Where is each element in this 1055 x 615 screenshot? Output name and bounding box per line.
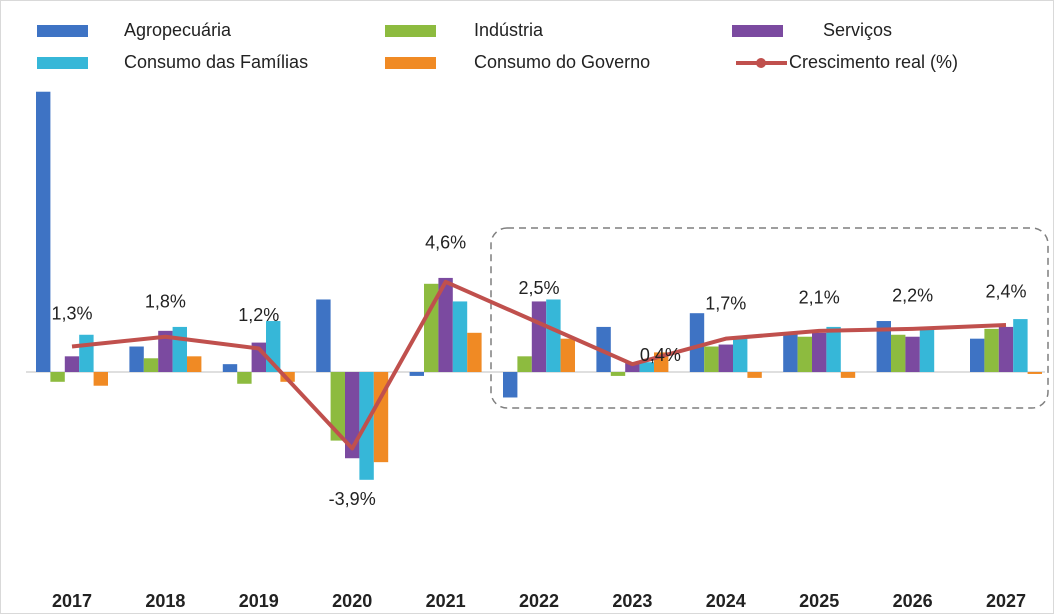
x-tick-label: 2024 — [706, 591, 746, 611]
bar — [812, 332, 827, 372]
bar — [560, 338, 575, 372]
x-tick-label: 2026 — [893, 591, 933, 611]
x-tick-label: 2017 — [52, 591, 92, 611]
bar — [79, 334, 94, 372]
bar — [783, 332, 798, 372]
bar — [919, 326, 935, 372]
bar — [704, 346, 719, 372]
bar — [345, 372, 360, 459]
x-tick-label: 2019 — [239, 591, 279, 611]
bar — [625, 362, 640, 372]
legend-label: Indústria — [474, 20, 544, 40]
bar — [797, 336, 812, 372]
bar — [998, 326, 1014, 372]
bar — [424, 283, 439, 372]
bar — [517, 356, 532, 372]
bar — [826, 326, 841, 372]
legend-label: Consumo das Famílias — [124, 52, 308, 72]
bar — [187, 356, 202, 372]
bar — [546, 299, 561, 372]
legend-swatch — [37, 57, 88, 69]
data-label: 2,5% — [518, 278, 559, 298]
bar — [409, 372, 424, 376]
legend-swatch — [756, 58, 766, 68]
bar — [172, 326, 187, 372]
bar — [970, 338, 985, 372]
bar — [1013, 319, 1028, 372]
data-label: -3,9% — [329, 489, 376, 509]
bar — [984, 328, 999, 372]
bar — [93, 372, 108, 386]
legend-swatch — [385, 25, 436, 37]
x-tick-label: 2021 — [426, 591, 466, 611]
bar — [733, 336, 748, 372]
bar — [237, 372, 252, 384]
x-tick-label: 2020 — [332, 591, 372, 611]
data-label: 1,2% — [238, 305, 279, 325]
data-label: 1,3% — [51, 303, 92, 323]
x-tick-label: 2018 — [145, 591, 185, 611]
bar — [64, 356, 80, 372]
data-label: 1,7% — [705, 293, 746, 313]
data-label: 1,8% — [145, 291, 186, 311]
bar — [316, 299, 331, 372]
legend-label: Consumo do Governo — [474, 52, 650, 72]
bar — [639, 362, 654, 372]
bar — [1027, 372, 1042, 374]
bar — [503, 372, 518, 398]
data-label: 2,2% — [892, 286, 933, 306]
legend-swatch — [385, 57, 436, 69]
bar — [876, 321, 891, 372]
bar — [143, 358, 159, 372]
bar — [129, 346, 144, 372]
bar — [438, 277, 453, 372]
bar — [531, 301, 547, 372]
legend-label: Crescimento real (%) — [789, 52, 958, 72]
bar — [840, 372, 856, 378]
bar — [718, 344, 733, 372]
x-tick-label: 2022 — [519, 591, 559, 611]
bar — [158, 330, 173, 372]
x-tick-label: 2027 — [986, 591, 1026, 611]
x-tick-label: 2025 — [799, 591, 839, 611]
bar — [36, 91, 51, 372]
legend-label: Agropecuária — [124, 20, 232, 40]
legend-label: Serviços — [823, 20, 892, 40]
legend-swatch — [732, 25, 783, 37]
forecast-highlight — [490, 227, 1049, 409]
bar — [222, 364, 238, 372]
data-label: 0,4% — [640, 345, 681, 365]
bar — [905, 336, 920, 372]
bar — [891, 334, 906, 372]
bar — [610, 372, 626, 376]
data-label: 4,6% — [425, 233, 466, 253]
bar — [50, 372, 65, 382]
growth-line — [71, 279, 1007, 451]
data-label: 2,4% — [985, 282, 1026, 302]
bar — [747, 372, 762, 378]
bar — [689, 313, 705, 372]
bar — [467, 332, 482, 372]
x-tick-label: 2023 — [612, 591, 652, 611]
data-label: 2,1% — [799, 288, 840, 308]
legend-swatch — [37, 25, 88, 37]
bar — [452, 301, 468, 372]
bar — [330, 372, 345, 441]
